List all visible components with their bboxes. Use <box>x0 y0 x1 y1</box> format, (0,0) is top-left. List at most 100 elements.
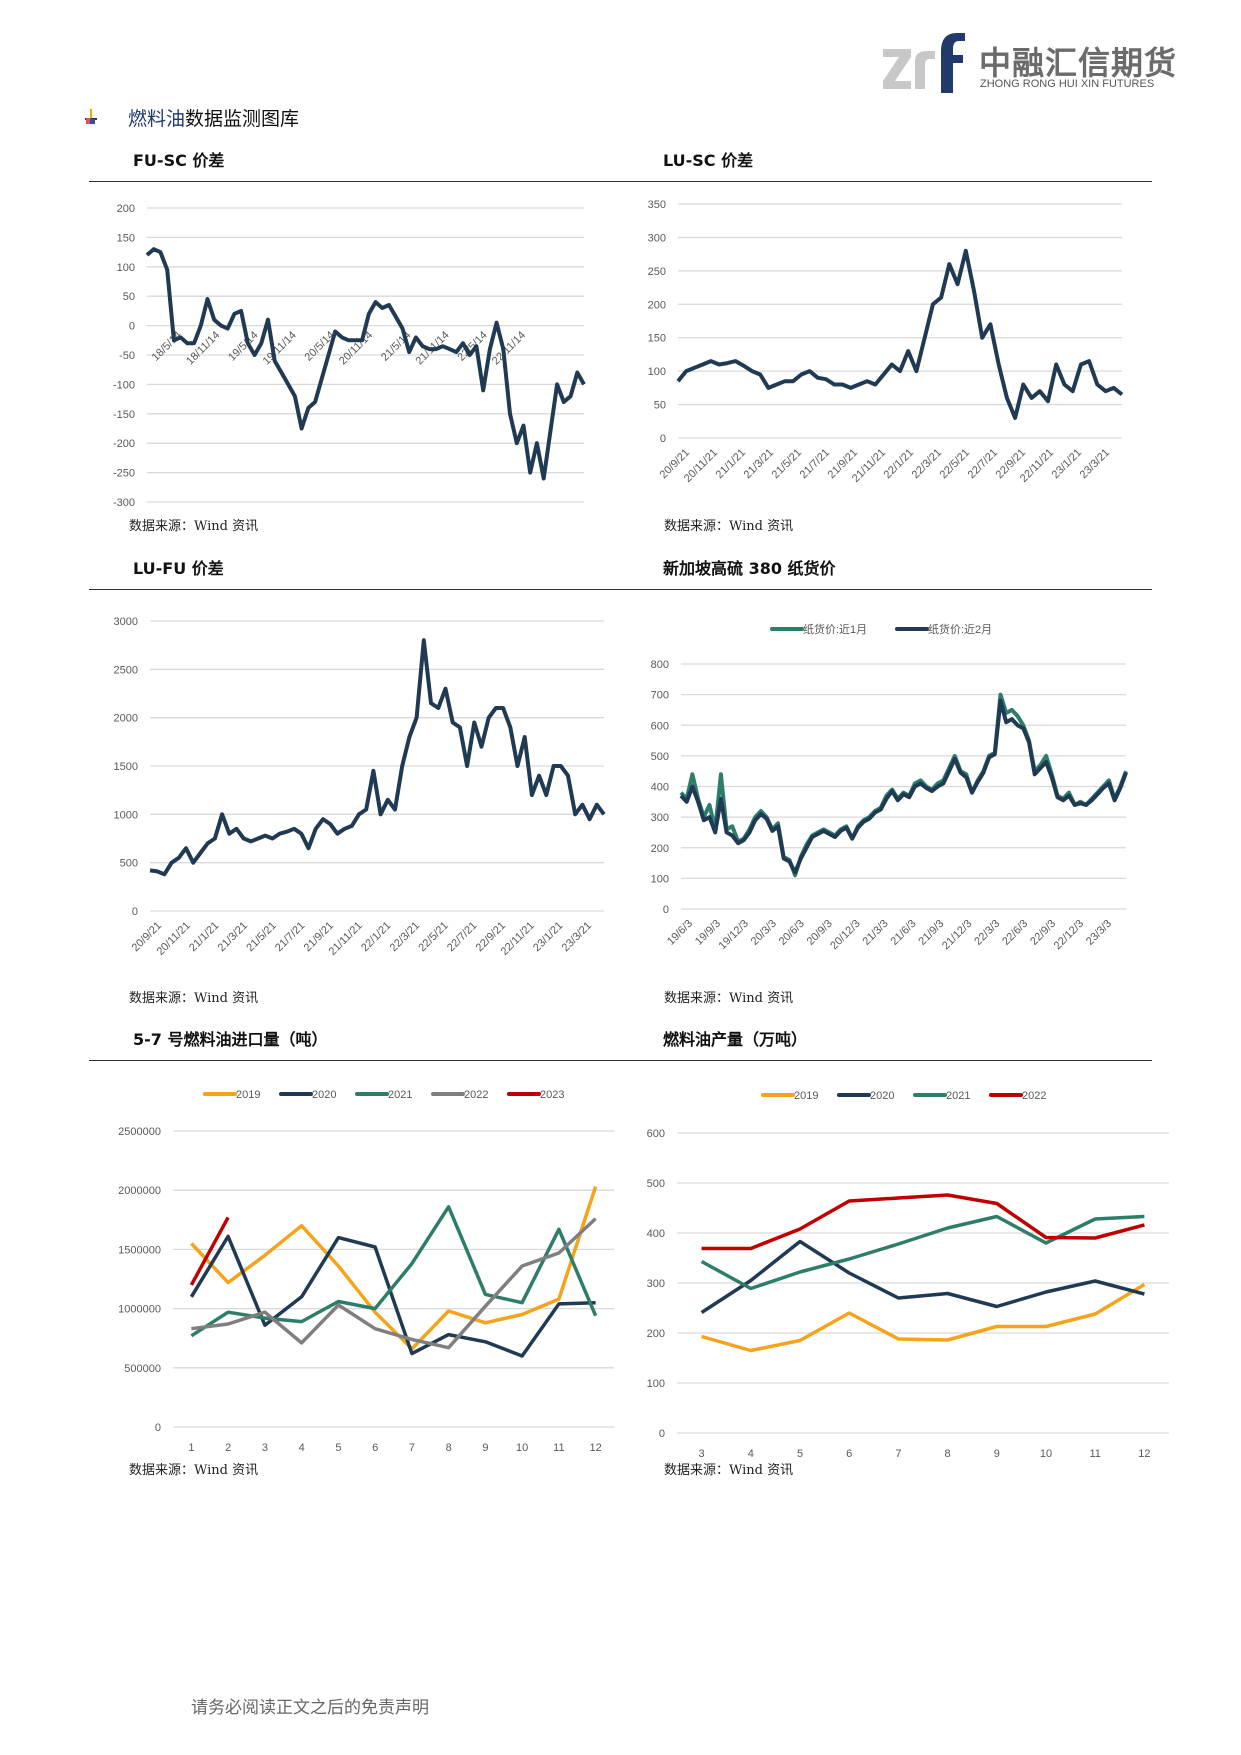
series-line-2019 <box>701 1282 1146 1353</box>
legend-item-2020: 2020 <box>837 1090 894 1102</box>
x-tick-label: 22/1/21 <box>882 447 916 481</box>
series-line-2020 <box>189 1234 596 1358</box>
x-tick-label: 21/3/21 <box>742 447 776 481</box>
legend-label: 2019 <box>236 1089 260 1101</box>
divider <box>89 589 1152 590</box>
x-tick-label: 22/5/21 <box>416 920 450 954</box>
logo-text-cn: 中融汇信期货 <box>979 44 1178 82</box>
y-tick-label: 0 <box>660 433 666 445</box>
series-line-FU-SC <box>145 247 586 481</box>
x-tick-label: 19/5/14 <box>226 329 260 363</box>
x-tick-label: 23/3/3 <box>1084 918 1114 948</box>
y-tick-label: 2500 <box>114 664 138 676</box>
y-tick-label: 1500000 <box>118 1244 161 1256</box>
x-tick-label: 9 <box>994 1448 1000 1460</box>
x-tick-label: 18/5/14 <box>150 329 184 363</box>
x-tick-label: 3 <box>699 1448 705 1460</box>
chart-production: 600 500 400 300 200 100 0 3 4 5 6 7 8 9 10 11 12 2019 2020… <box>647 1090 1169 1460</box>
y-tick-label: -150 <box>113 409 135 421</box>
legend-label: 2020 <box>870 1090 894 1102</box>
section-title-rest: 数据监测图库 <box>185 108 300 130</box>
section-title: 燃料油数据监测图库 <box>128 104 299 131</box>
x-tick-label: 21/5/21 <box>244 920 278 954</box>
x-tick-label: 21/7/21 <box>798 447 832 481</box>
series-line-2023 <box>189 1216 230 1286</box>
x-tick-label: 21/1/21 <box>714 447 748 481</box>
legend-label: 纸货价:近2月 <box>928 622 992 636</box>
legend-label: 2020 <box>312 1089 336 1101</box>
x-tick-label: 22/5/21 <box>938 447 972 481</box>
x-tick-label: 22/3/21 <box>388 920 422 954</box>
x-tick-label: 22/7/21 <box>966 447 1000 481</box>
y-tick-label: 200 <box>648 299 666 311</box>
chart-title-imports: 5-7 号燃料油进口量（吨） <box>133 1030 328 1049</box>
legend: 纸货价:近1月 纸货价:近2月 <box>770 622 992 636</box>
x-tick-label: 4 <box>299 1442 305 1454</box>
y-tick-label: 150 <box>117 232 135 244</box>
x-tick-label: 7 <box>409 1442 415 1454</box>
y-tick-label: 800 <box>651 659 669 671</box>
x-tick-label: 19/11/14 <box>261 329 299 367</box>
y-tick-label: 300 <box>648 232 666 244</box>
x-tick-label: 12 <box>1138 1448 1150 1460</box>
legend-item-2019: 2019 <box>203 1089 260 1101</box>
legend-label: 2021 <box>946 1090 970 1102</box>
y-tick-label: 200 <box>651 843 669 855</box>
y-tick-label: 0 <box>129 321 135 333</box>
y-tick-label: 300 <box>651 812 669 824</box>
x-tick-label: 19/6/3 <box>665 918 695 948</box>
y-tick-label: 600 <box>647 1128 665 1140</box>
source-note: 数据来源：Wind 资讯 <box>129 991 259 1006</box>
divider <box>89 181 1152 182</box>
x-tick-label: 10 <box>1040 1448 1052 1460</box>
x-tick-label: 20/6/3 <box>777 918 807 948</box>
chart-title-fu-sc: FU-SC 价差 <box>133 151 225 170</box>
y-tick-label: 0 <box>132 906 138 918</box>
logo-text-en: ZHONG RONG HUI XIN FUTURES <box>980 78 1155 90</box>
x-tick-label: 8 <box>446 1442 452 1454</box>
series-line-2021 <box>700 1214 1145 1291</box>
y-tick-label: 0 <box>155 1422 161 1434</box>
y-tick-label: 200 <box>647 1328 665 1340</box>
legend-item-2022: 2022 <box>989 1090 1046 1102</box>
legend-item-纸货价:近2月: 纸货价:近2月 <box>895 622 992 636</box>
x-tick-label: 22/3/3 <box>972 918 1002 948</box>
y-tick-label: 500 <box>647 1178 665 1190</box>
legend-label: 纸货价:近1月 <box>803 622 867 636</box>
y-tick-label: 3000 <box>114 616 138 628</box>
chart-fu-sc: 200 150 100 50 0 -50 -100 -150 -200 -250 -300 18/5/… <box>113 203 586 509</box>
series-line-2021 <box>190 1205 598 1338</box>
x-tick-label: 6 <box>372 1442 378 1454</box>
y-tick-label: 1500 <box>114 761 138 773</box>
legend: 2019 2020 2021 2022 <box>761 1090 1046 1102</box>
x-tick-label: 5 <box>797 1448 803 1460</box>
section-title-highlight: 燃料油 <box>128 108 186 130</box>
y-tick-label: -300 <box>113 497 135 509</box>
y-tick-label: 700 <box>651 690 669 702</box>
x-tick-label: 22/7/21 <box>445 920 479 954</box>
x-tick-label: 3 <box>262 1442 268 1454</box>
x-tick-label: 22/1/21 <box>359 920 393 954</box>
x-tick-label: 20/12/3 <box>828 918 862 952</box>
zrf-logo-mark <box>883 33 965 93</box>
chart-title-sg-380: 新加坡高硫 380 纸货价 <box>663 559 836 578</box>
x-tick-label: 18/11/14 <box>184 329 222 367</box>
x-tick-label: 22/3/21 <box>910 447 944 481</box>
series-line-2019 <box>190 1186 598 1351</box>
source-note: 数据来源：Wind 资讯 <box>129 519 259 534</box>
chart-title-lu-fu: LU-FU 价差 <box>133 559 224 578</box>
y-tick-label: 500000 <box>124 1363 161 1375</box>
x-tick-label: 23/1/21 <box>1050 447 1084 481</box>
legend-item-2021: 2021 <box>913 1090 970 1102</box>
divider <box>89 1060 1152 1061</box>
x-tick-label: 21/6/3 <box>888 918 918 948</box>
legend-label: 2022 <box>1022 1090 1046 1102</box>
y-tick-label: 150 <box>648 333 666 345</box>
y-tick-label: 400 <box>651 782 669 794</box>
legend-item-2023: 2023 <box>507 1089 564 1101</box>
legend: 2019 2020 2021 2022 2023 <box>203 1089 564 1101</box>
disclaimer-footer: 请务必阅读正文之后的免责声明 <box>191 1698 429 1718</box>
